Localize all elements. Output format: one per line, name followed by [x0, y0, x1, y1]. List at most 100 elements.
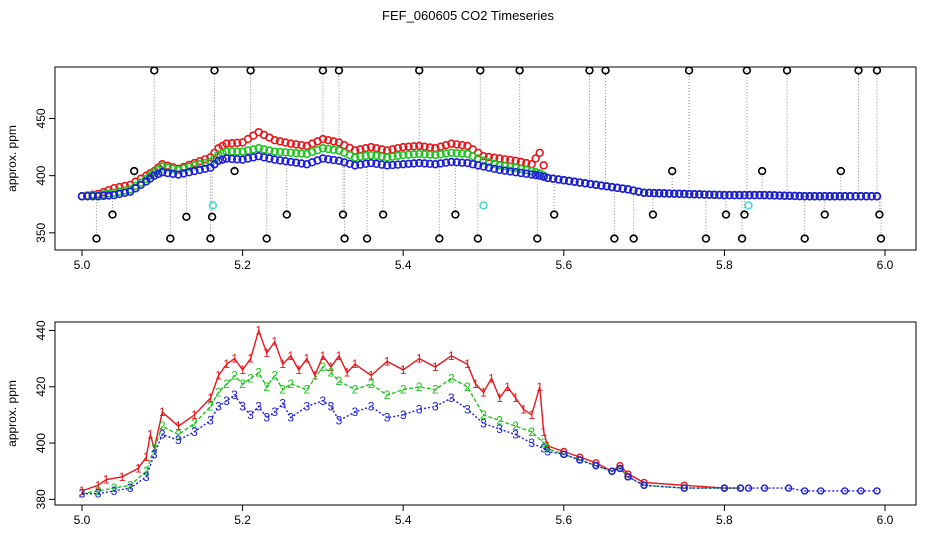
data-point-black: [378, 210, 388, 219]
data-point-blue: [415, 158, 424, 168]
point-marker: [873, 487, 881, 495]
point-marker-label: 1: [400, 363, 407, 377]
point-marker-label: 2: [263, 380, 270, 394]
data-point-green: [200, 158, 210, 168]
data-point-black: [782, 67, 792, 75]
series-red: [77, 127, 882, 201]
data-point-red: [484, 152, 494, 162]
point-marker-label: 2: [223, 377, 230, 391]
data-point-green: [265, 146, 274, 155]
point-marker-label: 2: [416, 380, 423, 394]
point-marker-label: 3: [239, 399, 246, 413]
point-marker-label: 1: [279, 357, 286, 371]
data-point-red: [372, 144, 381, 153]
data-point-black: [648, 210, 658, 219]
data-point-blue: [506, 167, 515, 176]
point-marker-label: 3: [79, 487, 86, 501]
data-point-green: [307, 147, 317, 157]
data-point-blue: [200, 164, 210, 173]
data-point-blue: [479, 162, 488, 171]
data-point-green: [286, 148, 295, 157]
data-point-green: [275, 147, 285, 157]
data-point-green: [190, 161, 199, 170]
data-point-blue: [115, 189, 124, 199]
data-point-black: [629, 234, 638, 243]
point-marker-label: 3: [328, 399, 335, 413]
data-point-green: [302, 149, 312, 159]
y-tick-label: 440: [34, 320, 48, 340]
data-point-black: [230, 166, 239, 176]
point-marker-label: 2: [496, 414, 503, 428]
point-marker-label: 2: [540, 436, 547, 450]
data-point-black: [92, 234, 101, 243]
data-point-blue: [366, 158, 376, 168]
point-marker-label: 3: [448, 391, 455, 405]
data-point-green: [382, 153, 392, 162]
data-point-blue: [254, 152, 263, 161]
data-point-blue: [218, 155, 227, 164]
point-marker-label: 2: [239, 377, 246, 391]
data-point-green: [399, 150, 408, 160]
point-marker-label: 3: [207, 414, 214, 428]
point-marker-label: 2: [328, 366, 335, 380]
point-marker-label: 2: [336, 374, 343, 388]
point-marker-label: 3: [496, 422, 503, 436]
data-point-green: [318, 144, 328, 153]
data-point-blue: [810, 192, 819, 201]
data-point-cyan: [208, 201, 218, 210]
point-marker-label: 1: [536, 380, 543, 394]
point-marker-label: 1: [103, 473, 110, 487]
data-point-green: [291, 148, 301, 158]
data-point-green: [420, 150, 429, 159]
point-marker: [857, 487, 865, 495]
point-marker-label: 1: [384, 354, 391, 368]
point-marker-label: 1: [191, 408, 198, 422]
data-point-blue: [685, 189, 694, 199]
point-marker-label: 2: [95, 484, 102, 498]
point-marker-label: 1: [135, 461, 142, 475]
point-marker: [592, 461, 600, 470]
data-point-black: [701, 234, 711, 243]
data-point-blue: [350, 161, 360, 170]
data-point-black: [721, 210, 731, 219]
data-point-black: [210, 67, 219, 75]
point-marker-label: 1: [416, 352, 423, 366]
data-point-blue: [535, 171, 544, 180]
data-point-green: [281, 148, 290, 157]
data-point-red: [436, 142, 445, 151]
point-marker-label: 2: [303, 383, 310, 397]
data-point-black: [318, 67, 328, 75]
data-point-blue: [163, 168, 172, 178]
data-point-blue: [690, 190, 699, 199]
data-point-black: [757, 166, 767, 176]
data-point-red: [275, 137, 285, 146]
data-point-black: [206, 234, 215, 243]
data-point-blue: [745, 190, 754, 200]
data-point-green: [436, 150, 445, 159]
point-marker-label: 3: [263, 411, 270, 425]
data-point-black: [246, 67, 255, 75]
point-marker-label: 3: [480, 416, 487, 430]
data-point-blue: [527, 170, 536, 179]
data-point-blue: [607, 182, 617, 192]
data-point-green: [329, 145, 338, 154]
point-marker-label: 1: [151, 442, 158, 456]
point-marker-label: 1: [544, 439, 551, 453]
data-point-black: [473, 234, 483, 243]
point-marker-label: 1: [231, 352, 238, 366]
point-marker: [801, 487, 809, 495]
data-point-blue: [785, 191, 794, 201]
data-point-blue: [120, 188, 130, 198]
data-point-black: [854, 67, 863, 75]
data-point-blue: [634, 187, 643, 196]
point-marker-label: 3: [255, 399, 262, 413]
data-point-blue: [800, 192, 809, 201]
point-marker-label: 1: [312, 368, 319, 382]
point-marker-label: 1: [464, 357, 471, 371]
data-point-blue: [629, 186, 638, 195]
point-marker-label: 3: [336, 414, 343, 428]
data-point-red: [535, 148, 544, 157]
data-point-green: [238, 147, 247, 156]
data-point-blue: [715, 190, 724, 200]
